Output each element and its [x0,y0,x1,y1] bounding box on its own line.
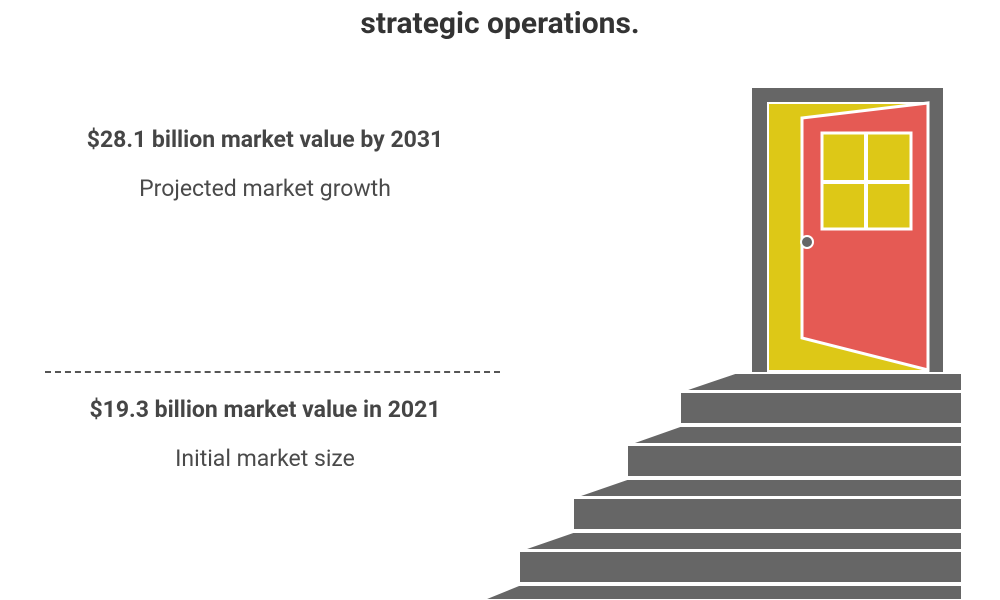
step-top [574,478,963,498]
milestone-description: Initial market size [175,445,355,472]
step-top [481,584,963,600]
divider [45,371,500,373]
step-front [626,444,963,478]
milestone-heading: $28.1 billion market value by 2031 [86,126,444,153]
milestone: $19.3 billion market value in 2021 Initi… [45,392,485,474]
step-front [679,391,963,425]
stairs [481,372,963,600]
door-knob [800,235,814,249]
step-top [681,372,963,392]
step-top [628,425,963,445]
milestone-heading: $19.3 billion market value in 2021 [89,396,441,423]
step-top [520,531,963,551]
title: strategic operations. [360,6,640,41]
step-front [518,550,963,584]
milestone: $28.1 billion market value by 2031 Proje… [45,122,485,204]
milestone-description: Projected market growth [139,175,391,202]
step-front [572,497,963,531]
